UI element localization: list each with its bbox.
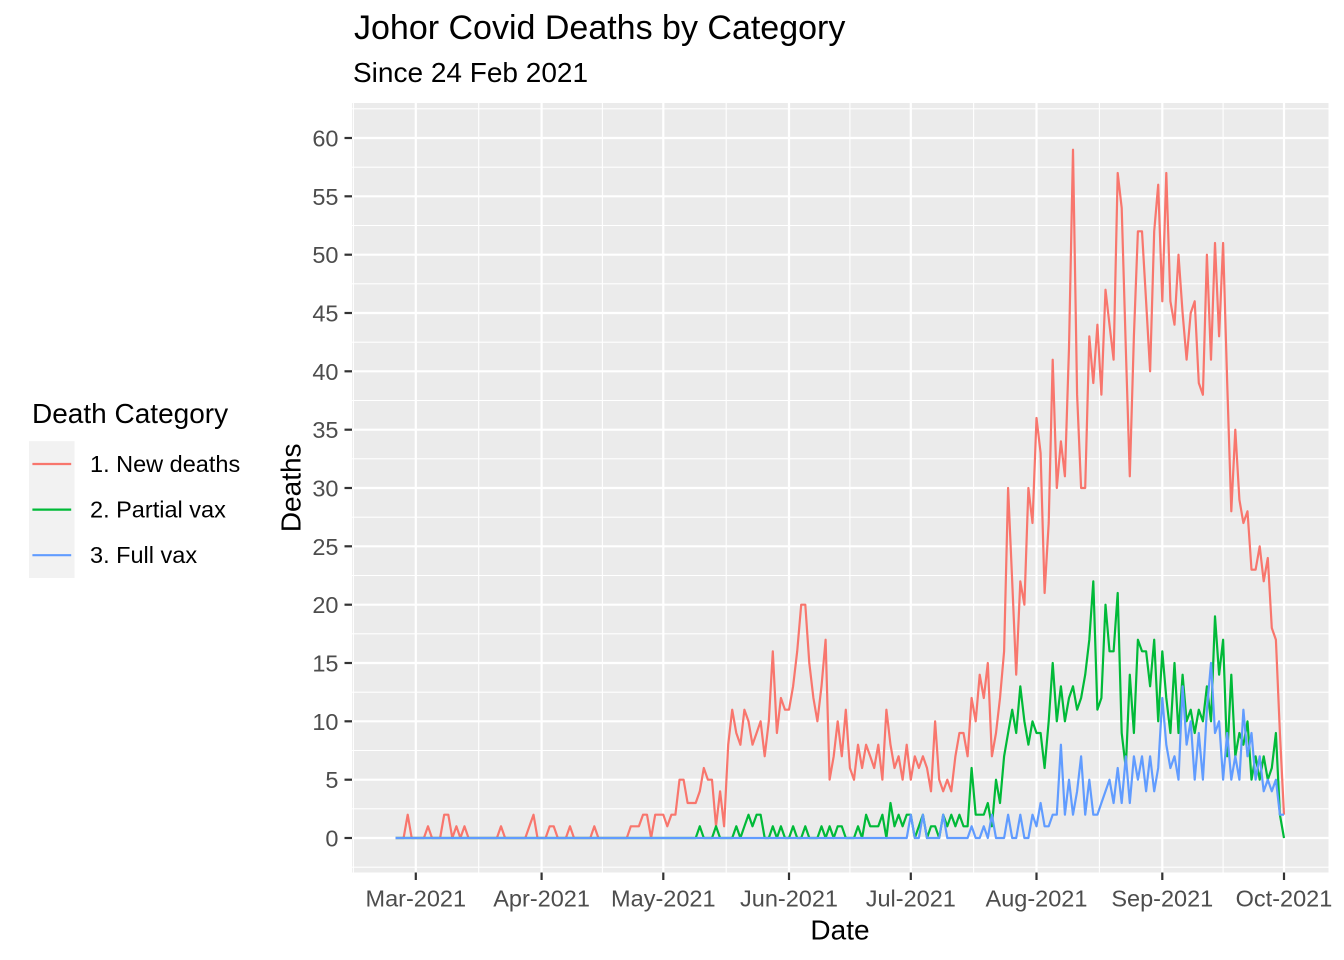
svg-text:Apr-2021: Apr-2021	[493, 886, 590, 912]
svg-text:Aug-2021: Aug-2021	[986, 886, 1088, 912]
svg-text:3. Full vax: 3. Full vax	[90, 542, 197, 568]
svg-text:Jun-2021: Jun-2021	[740, 886, 838, 912]
svg-text:55: 55	[312, 184, 338, 210]
svg-text:Death Category: Death Category	[32, 398, 228, 429]
svg-text:Since 24 Feb 2021: Since 24 Feb 2021	[353, 57, 588, 88]
svg-text:35: 35	[312, 417, 338, 443]
svg-text:5: 5	[325, 767, 338, 793]
svg-text:Oct-2021: Oct-2021	[1236, 886, 1333, 912]
svg-text:2. Partial vax: 2. Partial vax	[90, 497, 226, 523]
svg-text:May-2021: May-2021	[611, 886, 716, 912]
svg-text:20: 20	[312, 592, 338, 618]
svg-text:30: 30	[312, 476, 338, 502]
svg-text:0: 0	[325, 826, 338, 852]
svg-text:25: 25	[312, 534, 338, 560]
svg-text:Date: Date	[810, 915, 869, 946]
svg-text:10: 10	[312, 709, 338, 735]
svg-text:Deaths: Deaths	[276, 443, 307, 532]
svg-text:Sep-2021: Sep-2021	[1111, 886, 1213, 912]
svg-text:1. New deaths: 1. New deaths	[90, 451, 240, 477]
svg-text:50: 50	[312, 242, 338, 268]
svg-text:Johor Covid Deaths by Category: Johor Covid Deaths by Category	[354, 9, 845, 47]
svg-text:45: 45	[312, 301, 338, 327]
svg-text:40: 40	[312, 359, 338, 385]
svg-text:15: 15	[312, 651, 338, 677]
svg-text:Mar-2021: Mar-2021	[366, 886, 467, 912]
svg-text:60: 60	[312, 126, 338, 152]
svg-text:Jul-2021: Jul-2021	[866, 886, 956, 912]
